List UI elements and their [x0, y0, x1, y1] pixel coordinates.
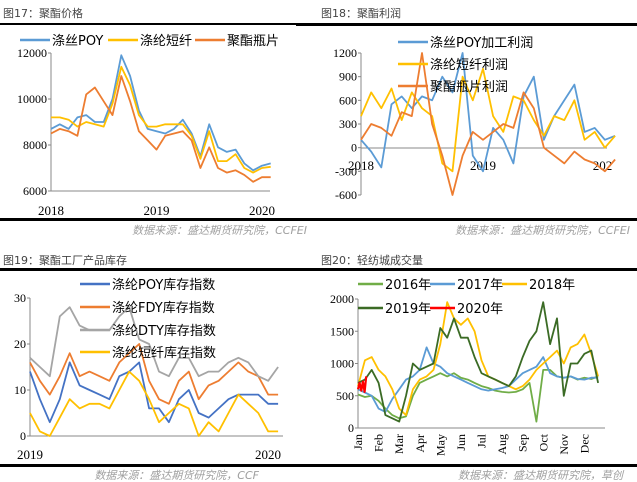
x-tick-label: Jun	[454, 434, 468, 451]
y-tick-label: 6000	[23, 184, 47, 198]
series-line-2	[29, 343, 279, 405]
legend-label: 2019年	[385, 302, 431, 317]
y-tick-label: 300	[339, 117, 357, 131]
legend-label: 涤纶POY库存指数	[112, 277, 215, 293]
figure-18-source: 数据来源：盛达期货研究院，CCFEI	[455, 224, 630, 237]
series-line-4	[29, 370, 279, 437]
x-tick-label: 2019	[144, 203, 170, 218]
legend-label: 涤纶短纤利润	[430, 58, 508, 73]
series-line-3	[357, 301, 599, 417]
figure-20-heading: 图20：轻纺城成交量	[321, 254, 423, 267]
y-tick-label: 2000	[330, 292, 354, 306]
y-tick-label: 1500	[330, 324, 354, 338]
y-tick-label: 600	[339, 93, 357, 107]
x-tick-label: Aug	[495, 434, 509, 455]
series-line-5	[356, 376, 368, 393]
legend-label: 2016年	[385, 278, 431, 293]
series-line-3	[29, 306, 279, 382]
legend-label: 2018年	[529, 278, 575, 293]
divider	[0, 23, 296, 25]
x-tick-label: 2020	[249, 203, 275, 218]
y-tick-label: 20	[14, 337, 26, 351]
y-tick-label: -600	[335, 188, 357, 202]
y-tick-label: 8000	[23, 138, 47, 152]
legend-label: 涤纶FDY库存指数	[112, 300, 215, 316]
y-tick-label: 500	[336, 389, 354, 403]
series-line-4	[357, 301, 599, 423]
legend-label: 涤纶短纤	[140, 34, 192, 49]
x-tick-label: Feb	[372, 434, 386, 452]
series-line-2	[357, 346, 599, 413]
series-line-1	[29, 361, 279, 424]
series-line-3	[50, 75, 271, 183]
figure-18-heading: 图18：聚酯利润	[321, 7, 401, 20]
x-tick-label: Nov	[557, 434, 571, 455]
series-line-1	[50, 54, 271, 172]
x-tick-label: May	[433, 434, 447, 456]
y-tick-label: 12000	[17, 46, 47, 60]
x-tick-label: 2018	[38, 203, 64, 218]
x-tick-label: Apr	[413, 434, 427, 453]
legend-label: 2020年	[457, 302, 503, 317]
figure-17-heading: 图17：聚酯价格	[3, 7, 83, 20]
y-tick-label: 900	[339, 70, 357, 84]
x-tick-label: 2020	[255, 447, 281, 462]
y-tick-label: 1200	[333, 46, 357, 60]
x-tick-label: Dec	[577, 434, 591, 453]
legend-label: 涤丝POY加工利润	[430, 36, 533, 51]
x-tick-label: Mar	[392, 434, 406, 454]
x-tick-label: Oct	[536, 433, 550, 451]
y-tick-label: 0	[348, 421, 354, 435]
figure-19-heading: 图19：聚酯工厂产品库存	[3, 254, 127, 267]
series-line-3	[360, 52, 616, 196]
x-tick-label: Jul	[475, 433, 489, 448]
y-tick-label: 10000	[17, 92, 47, 106]
x-tick-label: 2018	[348, 158, 374, 173]
y-tick-label: 30	[14, 291, 26, 305]
series-line-2	[360, 67, 616, 173]
legend-label: 涤纶短纤库存指数	[112, 345, 216, 361]
x-tick-label: 2019	[17, 447, 43, 462]
y-tick-label: -300	[335, 164, 357, 178]
series-line-2	[51, 65, 271, 174]
legend-label: 2017年	[457, 278, 503, 293]
divider	[0, 268, 637, 271]
legend-label: 聚酯瓶片	[227, 34, 279, 49]
y-tick-label: 1000	[330, 357, 354, 371]
figure-20-source: 数据来源：盛达期货研究院，草创	[458, 469, 623, 482]
x-tick-label: Sep	[516, 434, 530, 452]
x-tick-label: Jan	[351, 434, 365, 450]
legend-label: 涤纶DTY库存指数	[112, 323, 216, 339]
divider	[296, 23, 637, 26]
y-tick-label: 10	[14, 383, 26, 397]
y-tick-label: 0	[351, 141, 357, 155]
divider	[0, 464, 637, 467]
y-tick-label: 0	[20, 429, 26, 443]
series-line-1	[360, 52, 616, 173]
divider	[0, 218, 637, 221]
figure-19-source: 数据来源：盛达期货研究院，CCF	[94, 469, 259, 482]
legend-label: 涤丝POY	[52, 34, 103, 49]
figure-17-source: 数据来源：盛达期货研究院，CCFEI	[132, 224, 307, 237]
legend-label: 聚酯瓶片利润	[430, 80, 508, 95]
